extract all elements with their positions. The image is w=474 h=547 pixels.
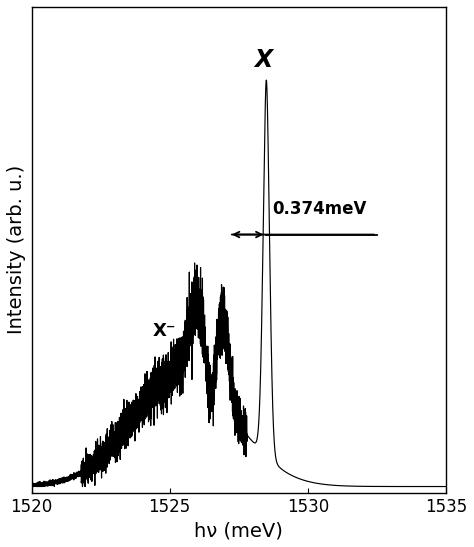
Text: X⁻: X⁻	[153, 322, 176, 340]
Text: X: X	[255, 48, 273, 72]
X-axis label: hν (meV): hν (meV)	[194, 521, 283, 540]
Y-axis label: Intensity (arb. u.): Intensity (arb. u.)	[7, 165, 26, 334]
Text: 0.374meV: 0.374meV	[272, 200, 366, 218]
